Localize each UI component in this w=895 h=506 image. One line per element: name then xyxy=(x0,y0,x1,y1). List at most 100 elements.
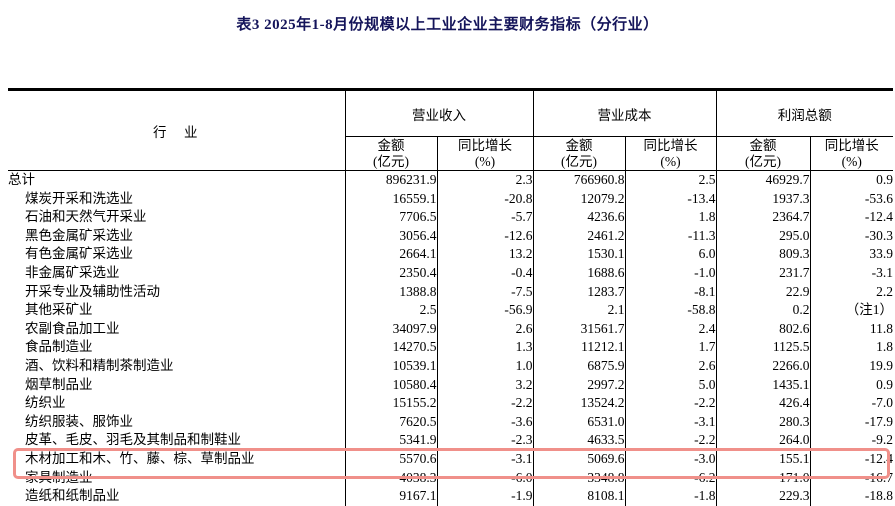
table-row: 开采专业及辅助性活动 1388.8 -7.5 1283.7 -8.1 22.9 2.2 xyxy=(8,282,893,302)
industry-cell: 总计 xyxy=(8,172,35,187)
value-cell: 2.5 xyxy=(344,301,437,320)
value-cell: 5.0 xyxy=(624,375,716,395)
value-cell: -2.2 xyxy=(436,394,533,413)
group-header-revenue: 营业收入 xyxy=(344,89,533,137)
value-cell: -2.2 xyxy=(624,394,716,413)
value-cell: 2.6 xyxy=(624,356,716,376)
value-cell: 2461.2 xyxy=(532,226,625,246)
subheader-label: 同比增长 xyxy=(643,137,698,153)
value-cell: -20.8 xyxy=(436,189,533,209)
value-cell: 2.2 xyxy=(809,282,893,302)
industry-cell: 石油和天然气开采业 xyxy=(25,209,147,225)
value-cell: -3.1 xyxy=(436,449,533,469)
subheader-profit-amount: 金额 (亿元) xyxy=(715,136,810,171)
subheader-unit: (%) xyxy=(474,153,496,169)
value-cell: 280.3 xyxy=(715,412,810,432)
value-cell: -6.2 xyxy=(624,468,716,488)
value-cell: 10580.4 xyxy=(344,375,437,395)
value-cell: -3.6 xyxy=(436,412,533,432)
value-cell: -56.9 xyxy=(436,301,533,320)
industry-cell: 皮革、毛皮、羽毛及其制品和制鞋业 xyxy=(25,432,241,448)
table-row: 农副食品加工业 34097.9 2.6 31561.7 2.4 802.6 11.8 xyxy=(8,319,893,339)
value-cell: 802.6 xyxy=(715,319,810,339)
value-cell: 4038.3 xyxy=(344,468,437,488)
value-cell: 2664.1 xyxy=(344,245,437,264)
subheader-revenue-growth: 同比增长 (%) xyxy=(436,136,533,171)
value-cell: -53.6 xyxy=(809,189,893,209)
value-cell: 896231.9 xyxy=(344,170,437,190)
value-cell: 33.9 xyxy=(809,245,893,264)
value-cell: 12079.2 xyxy=(532,189,625,209)
table-row: 食品制造业 14270.5 1.3 11212.1 1.7 1125.5 1.8 xyxy=(8,338,893,357)
table-row: 有色金属矿采选业 2664.1 13.2 1530.1 6.0 809.3 33.9 xyxy=(8,245,893,264)
industry-cell: 食品制造业 xyxy=(25,339,93,355)
table-row: 非金属矿采选业 2350.4 -0.4 1688.6 -1.0 231.7 -3.1 xyxy=(8,263,893,283)
value-cell: 3056.4 xyxy=(344,226,437,246)
value-cell: 14270.5 xyxy=(344,338,437,357)
value-cell: -1.0 xyxy=(624,263,716,283)
value-cell: 19.9 xyxy=(809,356,893,376)
value-cell: 1435.1 xyxy=(715,375,810,395)
industry-cell: 黑色金属矿采选业 xyxy=(25,227,133,243)
table-row: 黑色金属矿采选业 3056.4 -12.6 2461.2 -11.3 295.0 -30.3 xyxy=(8,226,893,246)
value-cell: 1.3 xyxy=(436,338,533,357)
value-cell: 2.5 xyxy=(624,170,716,190)
value-cell: -2.2 xyxy=(624,431,716,450)
value-cell: 15155.2 xyxy=(344,394,437,413)
value-cell: 155.1 xyxy=(715,449,810,469)
value-cell: 6531.0 xyxy=(532,412,625,432)
value-cell: 766960.8 xyxy=(532,170,625,190)
value-cell: 1530.1 xyxy=(532,245,625,264)
value-cell: 7620.5 xyxy=(344,412,437,432)
industry-cell: 纺织业 xyxy=(25,395,66,411)
subheader-unit: (%) xyxy=(660,153,681,169)
value-cell: 1.0 xyxy=(436,356,533,376)
value-cell: 0.9 xyxy=(809,375,893,395)
industry-cell: 家具制造业 xyxy=(25,469,93,485)
value-cell: -30.3 xyxy=(809,226,893,246)
table-body: 总计 896231.9 2.3 766960.8 2.5 46929.7 0.9 煤炭开采和洗… xyxy=(8,170,893,506)
subheader-label: 金额 xyxy=(377,137,405,153)
table-row: 纺织服装、服饰业 7620.5 -3.6 6531.0 -3.1 280.3 -17.9 xyxy=(8,412,893,432)
subheader-unit: (亿元) xyxy=(745,153,781,169)
subheader-label: 同比增长 xyxy=(824,137,879,153)
value-cell: 1.7 xyxy=(624,338,716,357)
value-cell: 264.0 xyxy=(715,431,810,450)
value-cell: 2.1 xyxy=(532,301,625,320)
value-cell: 2266.0 xyxy=(715,356,810,376)
value-cell: 11212.1 xyxy=(532,338,625,357)
value-cell: -12.4 xyxy=(809,208,893,227)
value-cell: 6.0 xyxy=(624,245,716,264)
value-cell: 231.7 xyxy=(715,263,810,283)
value-cell: 1937.3 xyxy=(715,189,810,209)
value-cell: 1125.5 xyxy=(715,338,810,357)
table-row: 家具制造业 4038.3 -6.0 3348.8 -6.2 171.0 -16.7 xyxy=(8,468,893,488)
value-cell: 1283.7 xyxy=(532,282,625,302)
value-cell: -17.9 xyxy=(809,412,893,432)
value-cell: 9167.1 xyxy=(344,487,437,506)
value-cell: 2364.7 xyxy=(715,208,810,227)
value-cell: 5069.6 xyxy=(532,449,625,469)
industry-cell: 非金属矿采选业 xyxy=(25,264,120,280)
value-cell: -8.1 xyxy=(624,282,716,302)
table-row: 石油和天然气开采业 7706.5 -5.7 4236.6 1.8 2364.7 -12.4 xyxy=(8,208,893,227)
value-cell: 809.3 xyxy=(715,245,810,264)
value-cell: -13.4 xyxy=(624,189,716,209)
value-cell: 22.9 xyxy=(715,282,810,302)
table-row: 皮革、毛皮、羽毛及其制品和制鞋业 5341.9 -2.3 4633.5 -2.2 264.… xyxy=(8,431,893,450)
table-row: 纺织业 15155.2 -2.2 13524.2 -2.2 426.4 -7.0 xyxy=(8,394,893,413)
value-cell: 13.2 xyxy=(436,245,533,264)
industry-cell: 其他采矿业 xyxy=(25,302,93,318)
subheader-label: 金额 xyxy=(749,137,777,153)
table-row: 总计 896231.9 2.3 766960.8 2.5 46929.7 0.9 xyxy=(8,170,893,190)
value-cell: -18.8 xyxy=(809,487,893,506)
value-cell: 171.0 xyxy=(715,468,810,488)
subheader-revenue-amount: 金额 (亿元) xyxy=(344,136,437,171)
subheader-label: 金额 xyxy=(565,137,593,153)
subheader-unit: (亿元) xyxy=(561,153,597,169)
group-header-cost: 营业成本 xyxy=(532,89,716,137)
value-cell: -12.6 xyxy=(436,226,533,246)
subheader-unit: (亿元) xyxy=(373,153,409,169)
value-cell: 1688.6 xyxy=(532,263,625,283)
value-cell: -2.3 xyxy=(436,431,533,450)
